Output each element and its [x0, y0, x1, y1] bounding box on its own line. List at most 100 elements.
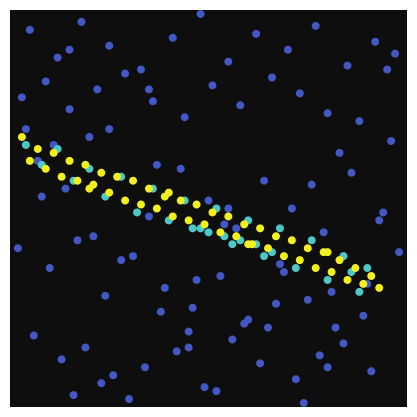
point — [375, 283, 384, 292]
point — [271, 232, 280, 241]
point — [41, 77, 50, 86]
point — [335, 148, 344, 157]
point — [287, 204, 296, 213]
point — [275, 224, 284, 233]
point — [49, 148, 58, 157]
point — [279, 252, 288, 261]
point — [13, 244, 22, 253]
point — [113, 172, 122, 181]
point — [391, 49, 400, 58]
point — [271, 299, 280, 308]
point — [299, 399, 308, 408]
point — [216, 271, 225, 280]
point — [73, 176, 82, 185]
point — [61, 184, 70, 193]
point — [240, 220, 249, 229]
point — [33, 144, 42, 153]
point — [347, 168, 356, 177]
point — [260, 176, 269, 185]
point — [101, 291, 110, 300]
point — [327, 287, 336, 296]
point — [395, 248, 404, 257]
point — [97, 168, 106, 177]
point — [303, 295, 312, 304]
point — [172, 347, 181, 356]
point — [228, 335, 237, 344]
point — [232, 232, 241, 241]
point — [105, 41, 114, 50]
point — [148, 97, 157, 106]
point — [81, 343, 90, 352]
point — [77, 17, 86, 26]
point — [137, 65, 146, 74]
point — [85, 133, 94, 142]
point — [125, 395, 134, 404]
point — [129, 176, 138, 185]
point — [363, 264, 372, 273]
point — [168, 212, 177, 221]
point — [343, 61, 352, 70]
point — [220, 220, 229, 229]
point — [256, 359, 265, 368]
point — [383, 65, 392, 74]
point — [105, 188, 114, 197]
point — [53, 53, 62, 62]
point — [212, 387, 221, 396]
point — [65, 105, 74, 114]
point — [200, 220, 209, 229]
point — [224, 212, 233, 221]
point — [208, 208, 217, 217]
point — [73, 236, 82, 245]
point — [188, 303, 197, 312]
point — [244, 240, 253, 249]
point — [144, 184, 153, 193]
point — [184, 216, 193, 225]
point — [343, 275, 352, 284]
point — [144, 85, 153, 94]
point — [65, 156, 74, 165]
point — [121, 196, 130, 205]
point — [311, 264, 320, 273]
point — [260, 252, 269, 261]
point — [129, 252, 138, 261]
point — [17, 93, 26, 102]
point — [89, 232, 98, 241]
point — [176, 196, 185, 205]
point — [256, 224, 265, 233]
point — [379, 208, 388, 217]
point — [37, 192, 46, 201]
point — [367, 367, 376, 376]
point — [21, 140, 30, 149]
point — [307, 180, 316, 189]
point — [192, 200, 201, 209]
point — [287, 236, 296, 245]
point — [236, 101, 245, 110]
point — [57, 172, 66, 181]
point — [133, 208, 142, 217]
point — [355, 117, 364, 126]
point — [184, 343, 193, 352]
point — [359, 279, 368, 288]
point — [331, 323, 340, 332]
point — [323, 248, 332, 257]
point — [291, 375, 300, 384]
point — [45, 264, 54, 273]
point — [303, 244, 312, 253]
point — [25, 25, 34, 34]
point — [351, 264, 360, 273]
point — [339, 339, 348, 348]
point — [371, 37, 380, 46]
point — [180, 113, 189, 122]
point — [375, 216, 384, 225]
point — [69, 391, 78, 400]
point — [188, 224, 197, 233]
point — [152, 204, 161, 213]
point — [105, 125, 114, 134]
point — [117, 256, 126, 265]
point — [264, 244, 273, 253]
point — [279, 268, 288, 277]
point — [224, 57, 233, 66]
point — [355, 287, 364, 296]
point — [204, 228, 213, 237]
